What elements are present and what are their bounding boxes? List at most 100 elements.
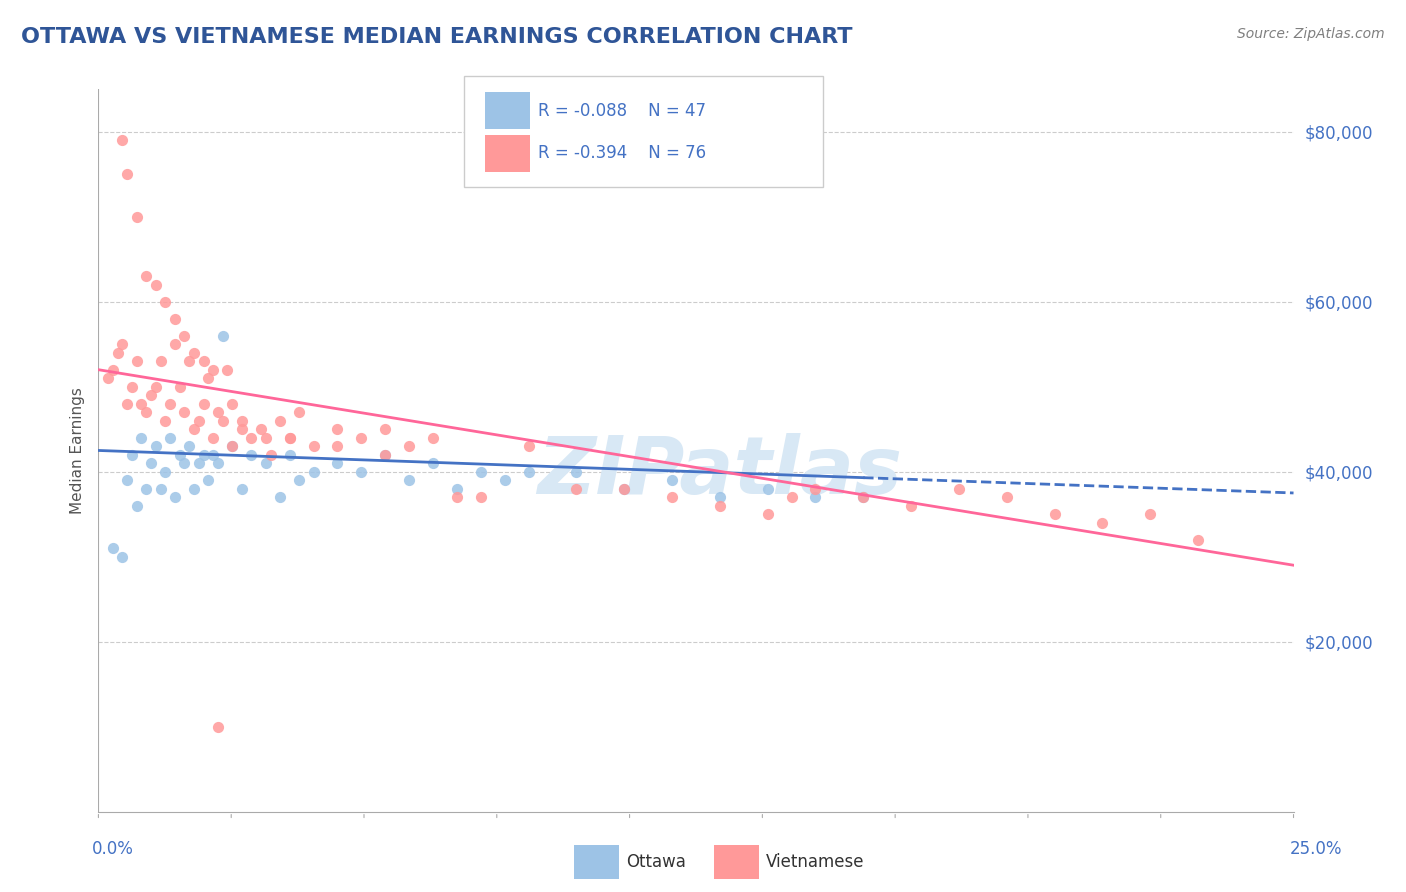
Point — [852, 490, 875, 504]
Point — [613, 482, 636, 496]
Point — [278, 431, 301, 445]
Point — [183, 482, 205, 496]
Point — [193, 354, 215, 368]
Point — [115, 473, 138, 487]
Point — [269, 414, 291, 428]
Point — [121, 448, 143, 462]
Point — [207, 456, 229, 470]
Point — [173, 405, 195, 419]
Point — [565, 482, 588, 496]
Text: Source: ZipAtlas.com: Source: ZipAtlas.com — [1237, 27, 1385, 41]
Point — [155, 294, 177, 309]
Point — [101, 541, 124, 556]
Point — [288, 405, 311, 419]
Point — [155, 414, 177, 428]
Point — [470, 490, 492, 504]
Point — [804, 482, 827, 496]
Point — [398, 473, 420, 487]
Point — [115, 167, 138, 181]
Point — [149, 354, 172, 368]
Point — [131, 397, 153, 411]
Point — [145, 439, 167, 453]
Point — [197, 473, 219, 487]
Point — [804, 490, 827, 504]
Point — [217, 362, 239, 376]
Point — [107, 345, 129, 359]
Point — [398, 439, 420, 453]
Point — [756, 507, 779, 521]
Point — [1091, 516, 1114, 530]
Point — [254, 456, 277, 470]
Point — [852, 490, 875, 504]
Point — [278, 448, 301, 462]
Point — [661, 473, 683, 487]
Point — [446, 482, 468, 496]
Point — [231, 422, 253, 436]
Point — [121, 380, 143, 394]
Point — [173, 328, 195, 343]
Point — [125, 210, 148, 224]
Point — [517, 439, 540, 453]
Point — [221, 397, 243, 411]
Text: R = -0.088    N = 47: R = -0.088 N = 47 — [538, 102, 706, 120]
Point — [446, 490, 468, 504]
Point — [278, 431, 301, 445]
Point — [183, 422, 205, 436]
Point — [193, 448, 215, 462]
Point — [145, 277, 167, 292]
Point — [780, 490, 803, 504]
Point — [202, 362, 225, 376]
Point — [470, 465, 492, 479]
Point — [187, 414, 209, 428]
Point — [202, 448, 225, 462]
Point — [179, 439, 201, 453]
Text: Vietnamese: Vietnamese — [766, 853, 865, 871]
Point — [111, 549, 134, 564]
Point — [125, 499, 148, 513]
Point — [613, 482, 636, 496]
Point — [207, 720, 229, 734]
Point — [350, 465, 373, 479]
Point — [145, 380, 167, 394]
Point — [163, 311, 186, 326]
Point — [135, 269, 157, 284]
Point — [115, 397, 138, 411]
Point — [221, 439, 243, 453]
Point — [374, 448, 396, 462]
Point — [422, 456, 444, 470]
Point — [125, 354, 148, 368]
Point — [149, 482, 172, 496]
Point — [269, 490, 291, 504]
Point — [250, 422, 273, 436]
Point — [159, 397, 181, 411]
Point — [422, 431, 444, 445]
Text: Ottawa: Ottawa — [626, 853, 686, 871]
Point — [155, 465, 177, 479]
Point — [207, 405, 229, 419]
Point — [661, 490, 683, 504]
Point — [326, 456, 349, 470]
Point — [709, 499, 731, 513]
Point — [173, 456, 195, 470]
Point — [202, 431, 225, 445]
Text: ZIPatlas: ZIPatlas — [537, 434, 903, 511]
Point — [231, 482, 253, 496]
Point — [494, 473, 516, 487]
Point — [1187, 533, 1209, 547]
Point — [326, 422, 349, 436]
Point — [163, 490, 186, 504]
Point — [211, 414, 233, 428]
Point — [374, 448, 396, 462]
Point — [169, 380, 191, 394]
Text: OTTAWA VS VIETNAMESE MEDIAN EARNINGS CORRELATION CHART: OTTAWA VS VIETNAMESE MEDIAN EARNINGS COR… — [21, 27, 852, 46]
Text: 25.0%: 25.0% — [1291, 840, 1343, 858]
Point — [135, 405, 157, 419]
Text: R = -0.394    N = 76: R = -0.394 N = 76 — [538, 145, 707, 162]
Text: 0.0%: 0.0% — [91, 840, 134, 858]
Point — [1043, 507, 1066, 521]
Point — [240, 431, 263, 445]
Point — [221, 439, 243, 453]
Point — [1139, 507, 1161, 521]
Point — [97, 371, 120, 385]
Point — [374, 422, 396, 436]
